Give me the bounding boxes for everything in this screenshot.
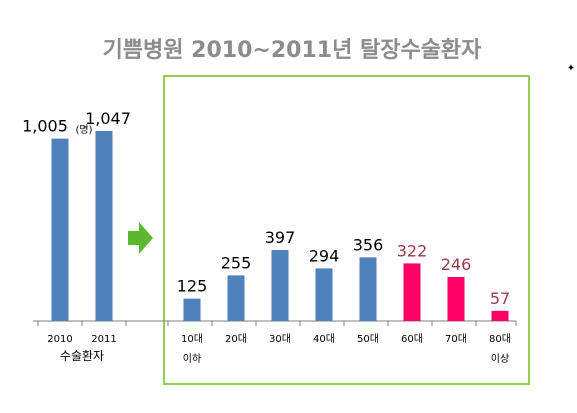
category-label: 이하 (183, 352, 201, 365)
value-label: 1,005 (22, 117, 68, 136)
bar (51, 138, 69, 321)
bar (315, 268, 333, 321)
cursor-marker: ✦ (567, 63, 575, 74)
bar (271, 250, 289, 321)
category-label: 20대 (225, 333, 247, 345)
value-label: 294 (309, 246, 340, 265)
category-label: 2010 (47, 334, 72, 345)
category-label: 60대 (401, 333, 423, 345)
value-label: 57 (490, 289, 510, 308)
bar (183, 298, 201, 321)
value-label: 1,047 (85, 109, 131, 128)
age-group-frame (163, 75, 530, 385)
value-label: 397 (265, 228, 296, 247)
arrow-icon (128, 222, 153, 254)
bar (403, 263, 421, 321)
bar (447, 277, 465, 321)
category-label: 이상 (491, 353, 509, 365)
value-label: 356 (353, 235, 384, 254)
category-label: 70대 (445, 333, 467, 345)
chart-title: 기쁨병원 2010~2011년 탈장수술환자 (103, 38, 483, 63)
unit-note: (명) (75, 124, 92, 136)
category-label: 10대 (181, 333, 203, 345)
category-label: 40대 (313, 333, 335, 345)
category-label: 50대 (357, 333, 379, 345)
category-label: 2011 (91, 334, 116, 345)
bar (227, 275, 245, 321)
bar (491, 310, 509, 321)
value-label: 246 (441, 255, 472, 274)
category-label: 80대 (489, 333, 511, 345)
group-label: 수술환자 (60, 349, 104, 363)
value-label: 255 (221, 253, 252, 272)
category-label: 30대 (269, 333, 291, 345)
value-label: 322 (397, 241, 428, 260)
bar (95, 131, 113, 321)
value-label: 125 (177, 277, 208, 296)
bar (359, 257, 377, 321)
